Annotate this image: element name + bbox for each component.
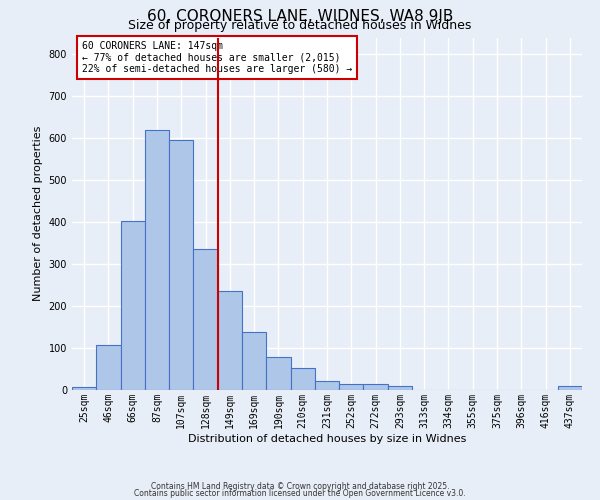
Bar xyxy=(72,386,96,390)
Bar xyxy=(96,344,121,390)
Bar xyxy=(121,221,145,390)
Bar xyxy=(266,358,290,390)
X-axis label: Distribution of detached houses by size in Widnes: Distribution of detached houses by size … xyxy=(188,434,466,444)
Bar xyxy=(290,368,315,390)
Bar xyxy=(315,381,339,390)
Text: 60 CORONERS LANE: 147sqm
← 77% of detached houses are smaller (2,015)
22% of sem: 60 CORONERS LANE: 147sqm ← 77% of detach… xyxy=(82,41,352,74)
Y-axis label: Number of detached properties: Number of detached properties xyxy=(33,126,43,302)
Bar xyxy=(242,332,266,390)
Bar xyxy=(169,140,193,390)
Text: Contains HM Land Registry data © Crown copyright and database right 2025.: Contains HM Land Registry data © Crown c… xyxy=(151,482,449,491)
Bar xyxy=(364,384,388,390)
Text: 60, CORONERS LANE, WIDNES, WA8 9JB: 60, CORONERS LANE, WIDNES, WA8 9JB xyxy=(147,9,453,24)
Bar xyxy=(339,384,364,390)
Text: Contains public sector information licensed under the Open Government Licence v3: Contains public sector information licen… xyxy=(134,488,466,498)
Bar xyxy=(145,130,169,390)
Text: Size of property relative to detached houses in Widnes: Size of property relative to detached ho… xyxy=(128,19,472,32)
Bar xyxy=(558,386,582,390)
Bar xyxy=(193,250,218,390)
Bar xyxy=(388,386,412,390)
Bar xyxy=(218,292,242,390)
